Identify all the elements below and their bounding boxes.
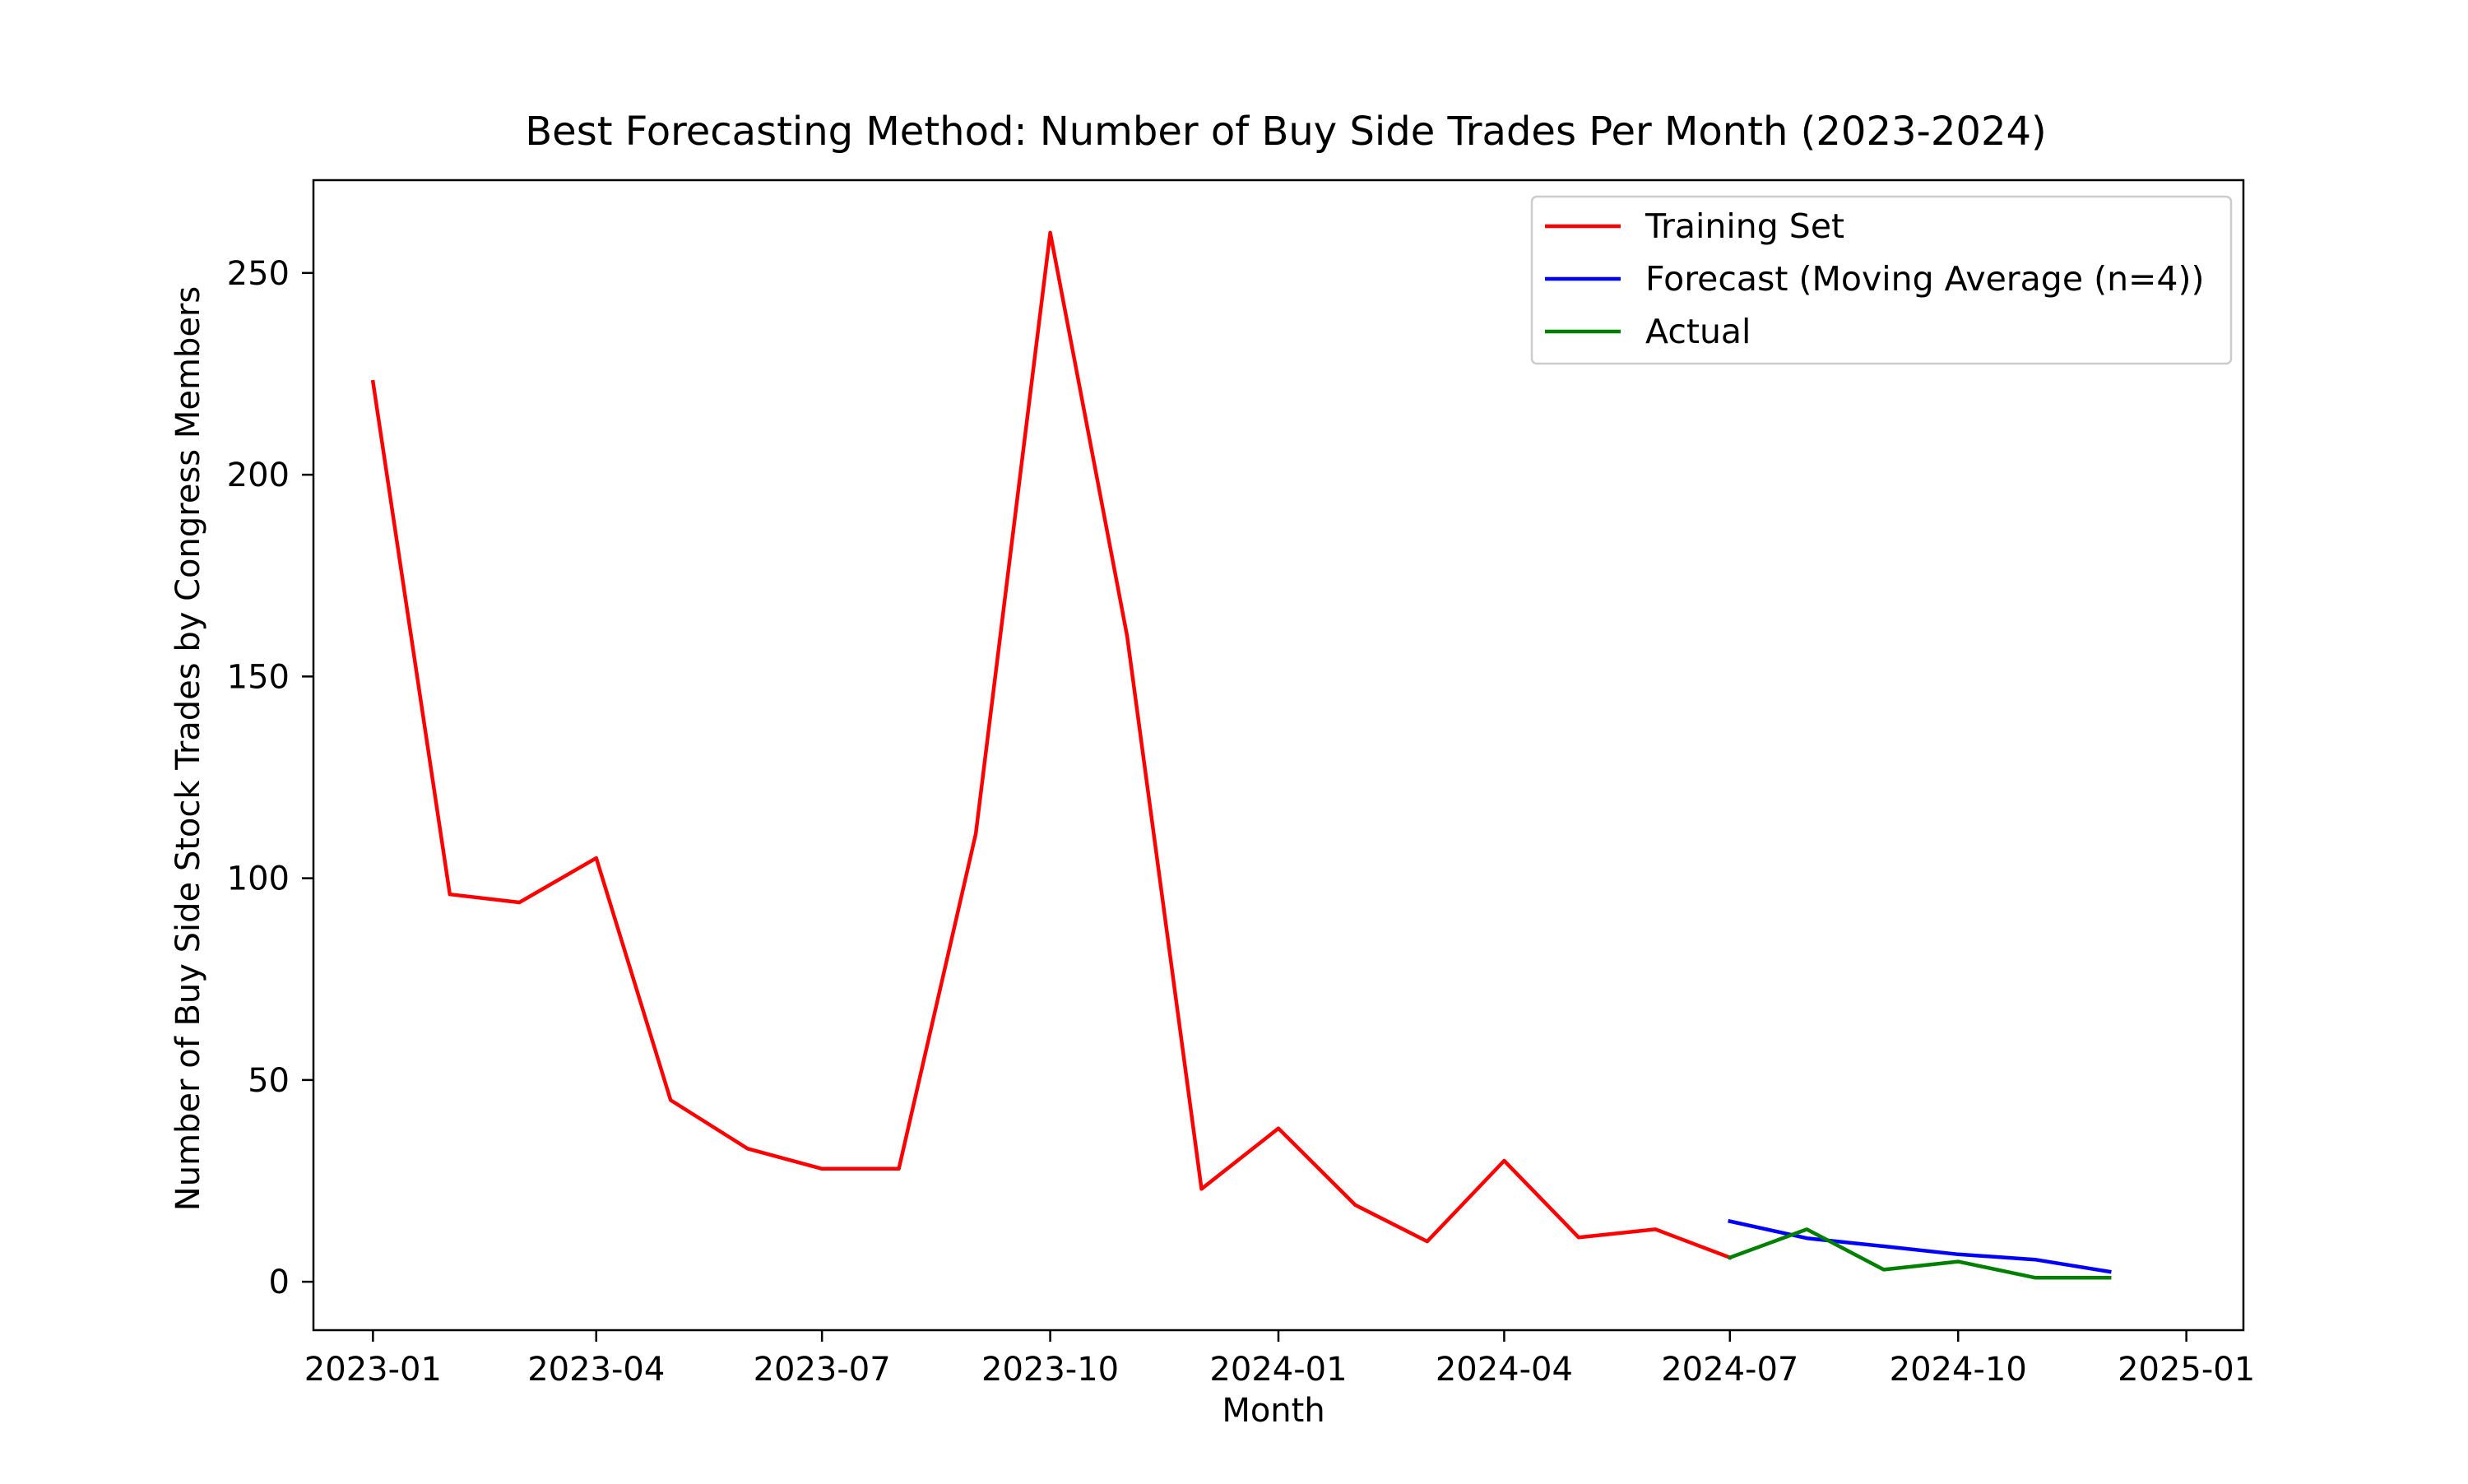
- x-tick-label: 2024-01: [1209, 1351, 1347, 1389]
- x-tick-label: 2023-04: [527, 1351, 665, 1389]
- y-tick-label: 100: [227, 860, 290, 898]
- legend-label: Forecast (Moving Average (n=4)): [1645, 259, 2204, 299]
- x-tick-label: 2025-01: [2118, 1351, 2255, 1389]
- y-tick-label: 50: [248, 1062, 290, 1100]
- legend-frame: [1530, 195, 2233, 365]
- y-tick-label: 0: [269, 1264, 290, 1301]
- x-tick-label: 2023-10: [981, 1351, 1119, 1389]
- x-axis-label: Month: [1222, 1392, 1324, 1430]
- y-tick-label: 200: [227, 457, 290, 494]
- x-tick-label: 2024-04: [1436, 1351, 1573, 1389]
- y-tick-label: 150: [227, 658, 290, 696]
- y-axis-label: Number of Buy Side Stock Trades by Congr…: [169, 286, 207, 1211]
- y-tick-label: 250: [227, 255, 290, 293]
- x-tick-label: 2023-07: [754, 1351, 891, 1389]
- legend-label: Actual: [1645, 312, 1751, 351]
- x-tick-label: 2024-07: [1661, 1351, 1798, 1389]
- x-tick-label: 2024-10: [1890, 1351, 2027, 1389]
- legend: Training Set Forecast (Moving Average (n=…: [1530, 195, 2233, 365]
- series-line-actual: [1727, 1227, 2112, 1280]
- x-tick-label: 2023-01: [304, 1351, 442, 1389]
- series-line-training-set: [370, 230, 1733, 1260]
- plot-area: 2023-01 2023-04 2023-07 2023-10 2024-01 2024-…: [227, 179, 2255, 1389]
- chart-title: Best Forecasting Method: Number of Buy S…: [525, 109, 2047, 155]
- legend-label: Training Set: [1645, 206, 1844, 246]
